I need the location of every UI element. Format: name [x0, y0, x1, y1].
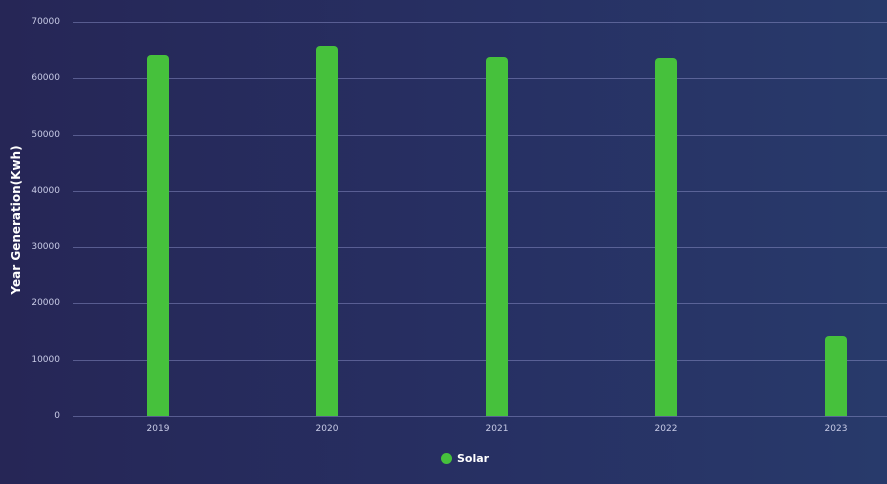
- legend-marker-icon: [441, 453, 452, 464]
- bar-2020[interactable]: [316, 46, 338, 416]
- gridline: [73, 360, 887, 361]
- legend-label: Solar: [457, 452, 490, 465]
- gridline: [73, 247, 887, 248]
- y-tick: 10000: [31, 355, 60, 365]
- gridline: [73, 303, 887, 304]
- y-tick: 40000: [31, 186, 60, 196]
- y-tick: 60000: [31, 73, 60, 83]
- legend-item-solar[interactable]: Solar: [441, 452, 489, 465]
- x-tick: 2023: [824, 424, 848, 434]
- bar-2022[interactable]: [655, 58, 677, 416]
- y-tick: 0: [54, 411, 60, 421]
- bar-2019[interactable]: [147, 55, 169, 416]
- x-tick: 2020: [315, 424, 339, 434]
- gridline: [73, 135, 887, 136]
- y-tick: 20000: [31, 298, 60, 308]
- x-axis-line: [73, 416, 887, 417]
- bar-2023[interactable]: [825, 336, 847, 416]
- x-tick: 2021: [485, 424, 509, 434]
- y-tick: 70000: [31, 17, 60, 27]
- x-tick: 2019: [146, 424, 170, 434]
- gridline: [73, 78, 887, 79]
- bar-2021[interactable]: [486, 56, 508, 416]
- x-tick: 2022: [654, 424, 678, 434]
- gridline: [73, 191, 887, 192]
- y-tick: 30000: [31, 242, 60, 252]
- y-tick: 50000: [31, 130, 60, 140]
- gridline: [73, 22, 887, 23]
- y-axis-label: Year Generation(Kwh): [9, 145, 23, 295]
